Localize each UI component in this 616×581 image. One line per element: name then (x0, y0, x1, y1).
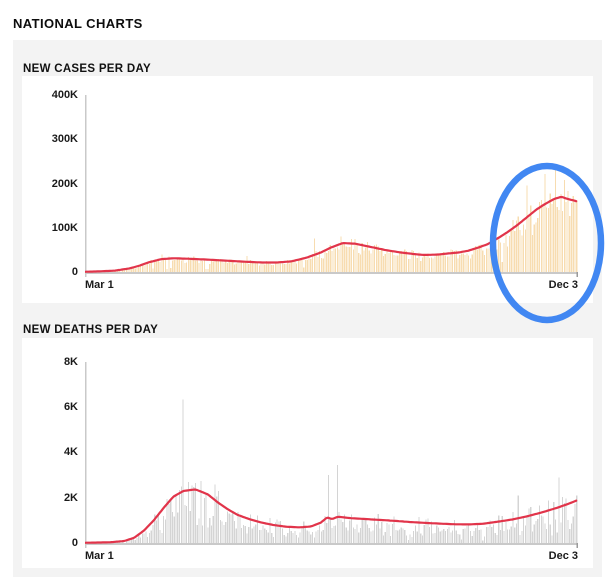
page-title: NATIONAL CHARTS (13, 15, 143, 31)
cases-ytick-100k: 100K (51, 222, 78, 234)
cases-chart-card: 400K 300K 200K 100K 0 Mar 1 Dec 3 (22, 76, 593, 303)
cases-ytick-400k: 400K (51, 89, 78, 101)
deaths-ytick-2k: 2K (63, 492, 78, 504)
charts-panel: NEW CASES PER DAY 400K 300K 200K 100K 0 … (13, 40, 602, 577)
cases-plot (85, 95, 578, 277)
cases-x-axis: Mar 1 Dec 3 (85, 279, 578, 291)
cases-chart-title: NEW CASES PER DAY (23, 62, 152, 75)
cases-xlabel-end: Dec 3 (548, 279, 578, 291)
deaths-x-axis: Mar 1 Dec 3 (85, 550, 578, 562)
cases-ytick-200k: 200K (51, 178, 78, 190)
cases-ytick-300k: 300K (51, 133, 78, 145)
deaths-ytick-4k: 4K (63, 446, 78, 458)
deaths-chart-card: 8K 6K 4K 2K 0 Mar 1 Dec 3 (22, 338, 593, 568)
deaths-ytick-6k: 6K (63, 401, 78, 413)
deaths-ytick-0: 0 (71, 537, 78, 549)
cases-xlabel-start: Mar 1 (85, 279, 114, 291)
deaths-chart-title: NEW DEATHS PER DAY (23, 323, 159, 336)
cases-ytick-0: 0 (71, 266, 78, 278)
deaths-xlabel-start: Mar 1 (85, 550, 114, 562)
deaths-ytick-8k: 8K (63, 356, 78, 368)
deaths-xlabel-end: Dec 3 (548, 550, 578, 562)
deaths-plot (85, 362, 578, 548)
